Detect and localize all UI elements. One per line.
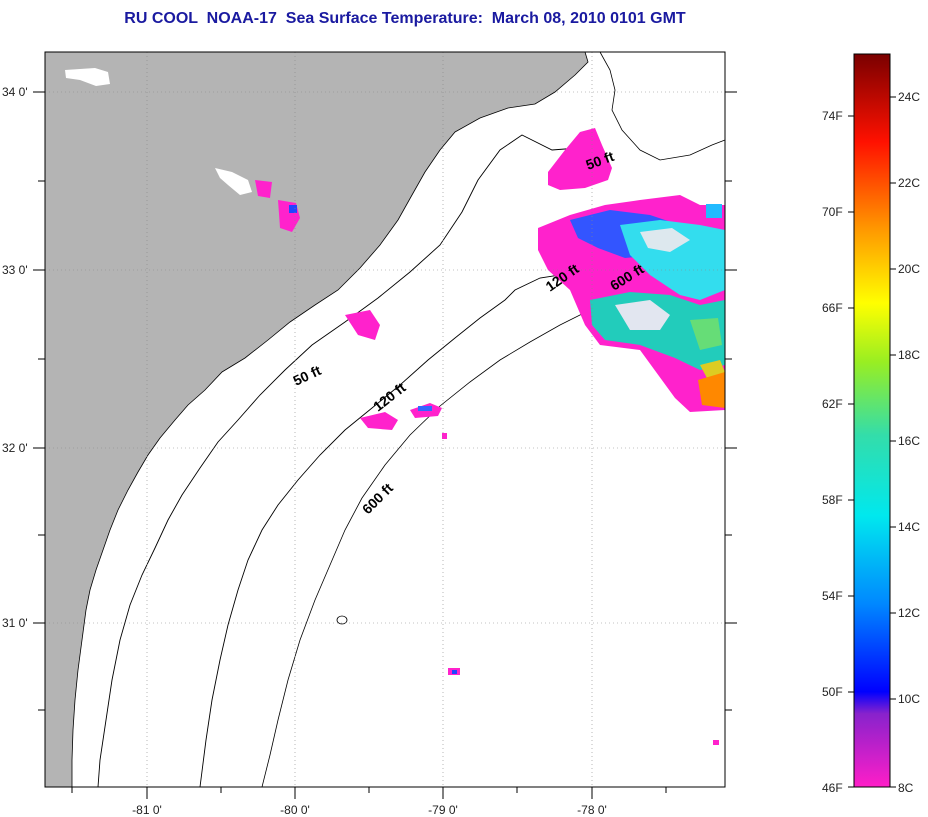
colorbar-f-label: 74F: [822, 109, 843, 123]
inland-lake: [65, 68, 110, 86]
sst-patch-lightgray: [640, 228, 690, 252]
lat-label: 34 0': [2, 85, 28, 99]
sst-patch-orange: [698, 372, 725, 408]
colorbar-f-label: 54F: [822, 589, 843, 603]
sst-patch-lightgray: [615, 300, 670, 330]
sst-patch-magenta: [345, 310, 380, 340]
sst-patch-magenta: [713, 740, 719, 745]
sst-patch-blue: [706, 204, 722, 218]
colorbar-c-label: 8C: [898, 781, 914, 795]
sst-data-patches: [255, 128, 725, 745]
lat-label: 33 0': [2, 263, 28, 277]
depth-label-600ft: 600 ft: [359, 480, 396, 517]
colorbar-f-label: 58F: [822, 493, 843, 507]
colorbar-f-label: 50F: [822, 685, 843, 699]
coastline: [71, 51, 589, 787]
colorbar-c-label: 22C: [898, 176, 920, 190]
colorbar-ticks: [848, 96, 896, 788]
colorbar-f-label: 46F: [822, 781, 843, 795]
sst-patch-green: [690, 318, 722, 350]
sst-patch-magenta: [360, 412, 398, 430]
graticule: [45, 52, 725, 787]
sst-patch-yellow: [700, 360, 725, 380]
sst-patch-blue: [418, 406, 432, 411]
map-title: RU COOL NOAA-17 Sea Surface Temperature:…: [124, 10, 686, 27]
isobath-120ft: [199, 247, 621, 788]
colorbar-c-label: 20C: [898, 262, 920, 276]
colorbar-c-label: 14C: [898, 520, 920, 534]
land-mass: [45, 52, 588, 787]
colorbar-c-label: 10C: [898, 692, 920, 706]
colorbar-f-label: 70F: [822, 205, 843, 219]
sst-patch-magenta: [442, 433, 447, 439]
colorbar-c-label: 18C: [898, 348, 920, 362]
isobath-50ft: [97, 134, 579, 788]
sst-map: 34 0' 33 0' 32 0' 31 0' -81 0' -80 0' -7…: [2, 51, 737, 817]
inland-lake: [215, 168, 252, 195]
sst-patch-blue: [289, 205, 297, 213]
temperature-colorbar: 74F 70F 66F 62F 58F 54F 50F 46F 24C 22C …: [822, 53, 920, 795]
sst-patch-blue: [452, 670, 457, 674]
depth-label-120ft: 120 ft: [370, 379, 409, 414]
frame-ticks: [33, 91, 737, 799]
lon-label: -78 0': [577, 803, 607, 817]
colorbar-gradient: [853, 53, 891, 788]
colorbar-c-label: 24C: [898, 90, 920, 104]
coastline-northeast: [599, 51, 726, 161]
seamount-contour: [336, 615, 348, 625]
colorbar-f-label: 62F: [822, 397, 843, 411]
colorbar-c-label: 12C: [898, 606, 920, 620]
lat-label: 31 0': [2, 616, 28, 630]
lon-label: -81 0': [132, 803, 162, 817]
depth-label-50ft: 50 ft: [291, 362, 324, 389]
sst-patch-magenta: [255, 180, 272, 198]
lon-label: -80 0': [280, 803, 310, 817]
lat-label: 32 0': [2, 441, 28, 455]
sst-patch-magenta: [548, 128, 612, 190]
colorbar-f-label: 66F: [822, 301, 843, 315]
lon-label: -79 0': [428, 803, 458, 817]
colorbar-c-label: 16C: [898, 434, 920, 448]
map-frame: [44, 51, 726, 788]
